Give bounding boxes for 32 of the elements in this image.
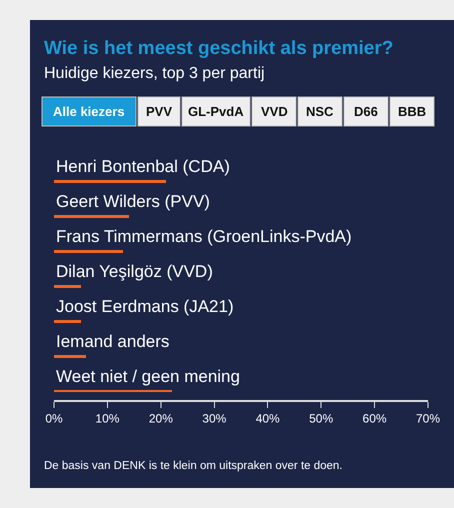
text: De basis van DENK is te klein om uitspraken over te doen. <box>44 460 343 472</box>
x-tick-label: 0% <box>45 411 63 426</box>
bar <box>54 180 166 183</box>
text: PVV <box>146 104 172 119</box>
bar <box>54 285 81 288</box>
x-tick-label: 40% <box>256 411 280 426</box>
y-tick-label: Joost Eerdmans (JA21) <box>56 297 234 316</box>
y-tick-label: Iemand anders <box>56 332 170 351</box>
text: GL-PvdA <box>188 104 244 119</box>
x-tick-label: 70% <box>416 411 440 426</box>
text: Alle kiezers <box>53 104 125 119</box>
x-tick-label: 20% <box>148 411 174 426</box>
x-tick-label: 50% <box>309 411 334 426</box>
y-tick-label: Dilan Yeşilgöz (VVD) <box>56 262 213 281</box>
text: D66 <box>354 104 378 119</box>
y-tick-label: Henri Bontenbal (CDA) <box>56 157 230 176</box>
bar <box>54 215 129 218</box>
bar <box>54 355 86 358</box>
chart-subtitle: Huidige kiezers, top 3 per partij <box>44 65 265 82</box>
bar <box>54 320 81 323</box>
y-tick-label: Weet niet / geen mening <box>56 367 240 386</box>
bar <box>54 390 172 392</box>
y-tick-label: Geert Wilders (PVV) <box>56 192 210 211</box>
text: BBB <box>398 104 426 119</box>
text: VVD <box>261 104 288 119</box>
bar <box>54 250 123 253</box>
chart-title: Wie is het meest geschikt als premier? <box>44 38 394 59</box>
text: NSC <box>306 104 334 119</box>
x-tick-label: 10% <box>95 411 120 426</box>
x-tick-label: 60% <box>362 411 387 426</box>
x-tick-label: 30% <box>202 411 227 426</box>
y-tick-label: Frans Timmermans (GroenLinks-PvdA) <box>56 227 352 246</box>
